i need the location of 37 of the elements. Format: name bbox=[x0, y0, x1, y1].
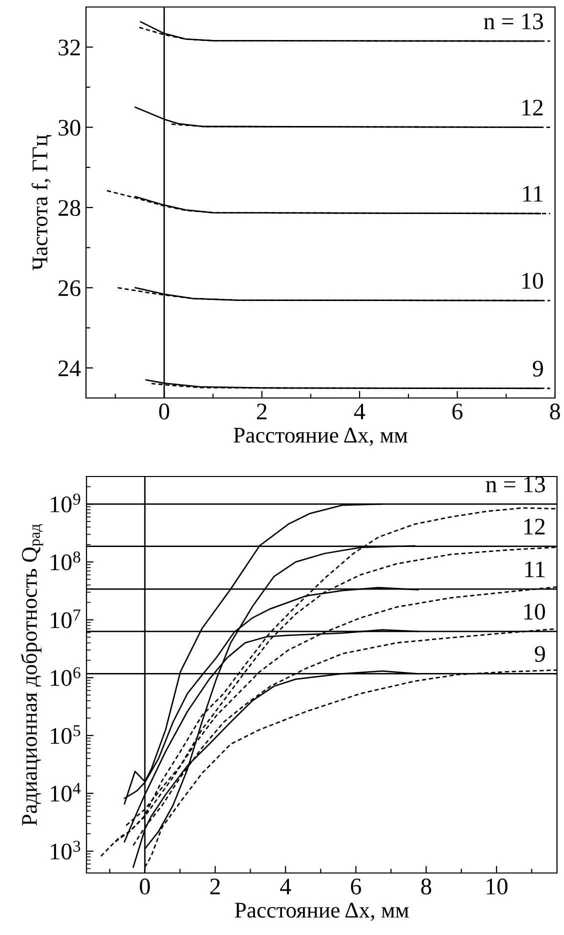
x-tick-label: 10 bbox=[486, 878, 508, 894]
annotation: n = 13 bbox=[486, 476, 545, 492]
y-axis-title: Частота f, ГГц bbox=[32, 135, 52, 270]
annotation: 9 bbox=[534, 646, 545, 662]
x-axis-title: Расстояние Δx, мм bbox=[234, 428, 408, 446]
y-axis-title: Радиационная добротность Q$_{рад}$ bbox=[20, 524, 44, 826]
annotation: 9 bbox=[532, 360, 543, 377]
annotation: 11 bbox=[523, 186, 542, 202]
x-tick-label: 4 bbox=[280, 878, 292, 894]
x-tick-label: 4 bbox=[354, 404, 366, 420]
y-tick-label: 10$^{6}$ bbox=[50, 667, 80, 686]
x-tick-label: 0 bbox=[159, 404, 170, 420]
y-tick-label: 32 bbox=[58, 40, 80, 56]
annotation: n = 13 bbox=[484, 13, 543, 30]
y-tick-label: 10$^{4}$ bbox=[50, 782, 81, 802]
y-tick-label: 10$^{8}$ bbox=[50, 551, 80, 570]
y-tick-label: 10$^{9}$ bbox=[50, 494, 80, 512]
y-tick-label: 24 bbox=[58, 360, 81, 376]
y-tick-label: 10$^{5}$ bbox=[50, 725, 80, 744]
annotation: 11 bbox=[525, 561, 544, 578]
x-tick-label: 6 bbox=[452, 404, 462, 420]
x-axis-title: Расстояние Δx, мм bbox=[234, 902, 409, 921]
y-tick-label: 28 bbox=[58, 200, 80, 216]
x-tick-label: 2 bbox=[257, 404, 266, 420]
x-tick-label: 8 bbox=[421, 878, 432, 894]
x-tick-label: 8 bbox=[550, 404, 560, 420]
y-tick-label: 10$^{3}$ bbox=[50, 840, 80, 860]
x-tick-label: 0 bbox=[140, 878, 150, 894]
annotation: 10 bbox=[522, 272, 543, 289]
annotation: 12 bbox=[524, 518, 545, 534]
annotation: 12 bbox=[522, 100, 543, 116]
y-tick-label: 26 bbox=[58, 280, 80, 296]
x-tick-label: 2 bbox=[210, 878, 220, 894]
y-tick-label: 10$^{7}$ bbox=[50, 610, 80, 628]
y-tick-label: 30 bbox=[58, 120, 80, 136]
x-tick-label: 6 bbox=[350, 878, 362, 894]
annotation: 10 bbox=[524, 604, 545, 620]
